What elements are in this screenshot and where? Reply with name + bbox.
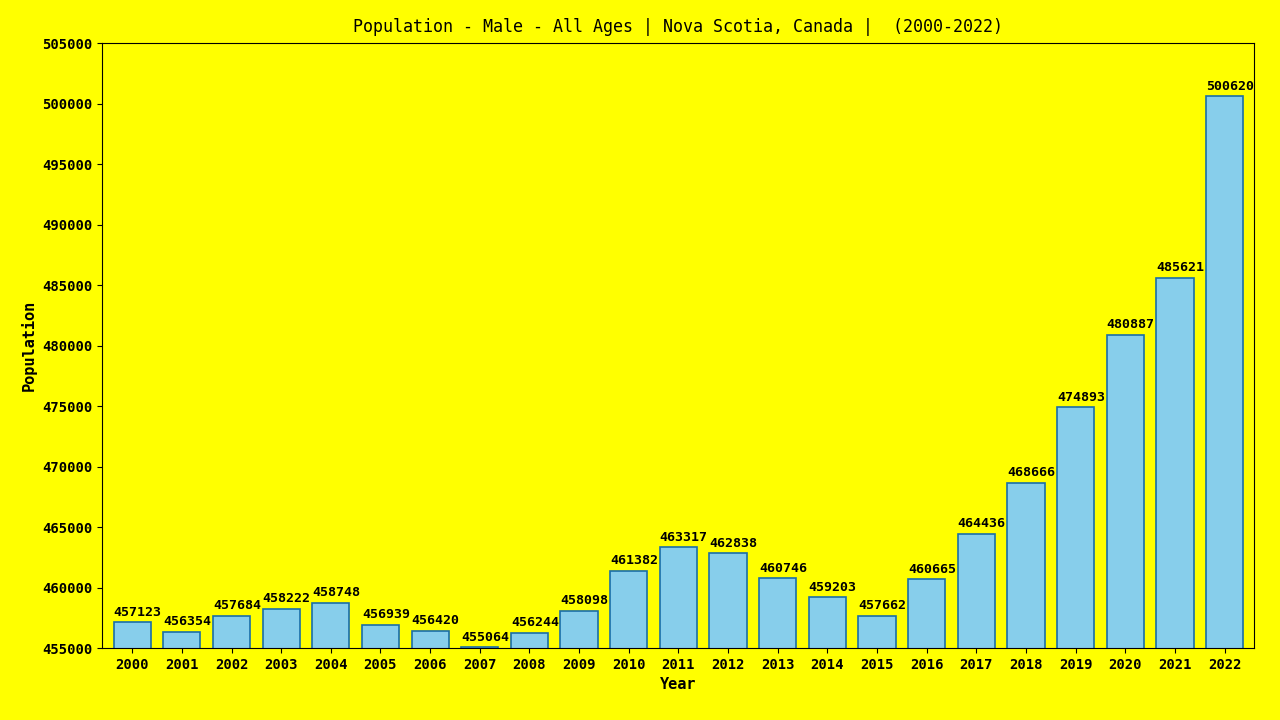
Text: 462838: 462838	[709, 536, 758, 549]
Bar	[1107, 335, 1144, 720]
Text: 457662: 457662	[859, 599, 906, 612]
Bar	[659, 547, 698, 720]
Text: 458222: 458222	[262, 593, 311, 606]
Text: 459203: 459203	[809, 580, 856, 593]
Bar	[957, 534, 995, 720]
Text: 456420: 456420	[411, 614, 460, 627]
Text: 455064: 455064	[461, 631, 509, 644]
Bar	[1007, 482, 1044, 720]
Text: 458748: 458748	[312, 586, 360, 599]
Bar	[759, 578, 796, 720]
Text: 474893: 474893	[1057, 391, 1105, 404]
Text: 458098: 458098	[561, 594, 608, 607]
X-axis label: Year: Year	[660, 678, 696, 692]
Text: 468666: 468666	[1007, 466, 1056, 479]
Text: 461382: 461382	[611, 554, 658, 567]
Text: 463317: 463317	[659, 531, 708, 544]
Bar	[1156, 278, 1193, 720]
Bar	[511, 633, 548, 720]
Bar	[262, 609, 300, 720]
Bar	[859, 616, 896, 720]
Bar	[709, 553, 746, 720]
Text: 457684: 457684	[212, 599, 261, 612]
Text: 460746: 460746	[759, 562, 808, 575]
Bar	[114, 622, 151, 720]
Bar	[212, 616, 250, 720]
Bar	[411, 631, 449, 720]
Text: 456244: 456244	[511, 616, 559, 629]
Text: 456939: 456939	[362, 608, 410, 621]
Bar	[312, 603, 349, 720]
Text: 456354: 456354	[164, 615, 211, 628]
Bar	[461, 647, 498, 720]
Bar	[908, 580, 946, 720]
Text: 485621: 485621	[1156, 261, 1204, 274]
Bar	[164, 631, 201, 720]
Bar	[1057, 408, 1094, 720]
Bar	[561, 611, 598, 720]
Text: 464436: 464436	[957, 517, 1006, 530]
Bar	[809, 597, 846, 720]
Bar	[362, 624, 399, 720]
Text: 480887: 480887	[1107, 318, 1155, 331]
Bar	[611, 571, 648, 720]
Bar	[1206, 96, 1243, 720]
Text: 500620: 500620	[1206, 79, 1254, 93]
Y-axis label: Population: Population	[20, 300, 37, 391]
Title: Population - Male - All Ages | Nova Scotia, Canada |  (2000-2022): Population - Male - All Ages | Nova Scot…	[353, 18, 1004, 36]
Text: 457123: 457123	[114, 606, 161, 618]
Text: 460665: 460665	[908, 563, 956, 576]
